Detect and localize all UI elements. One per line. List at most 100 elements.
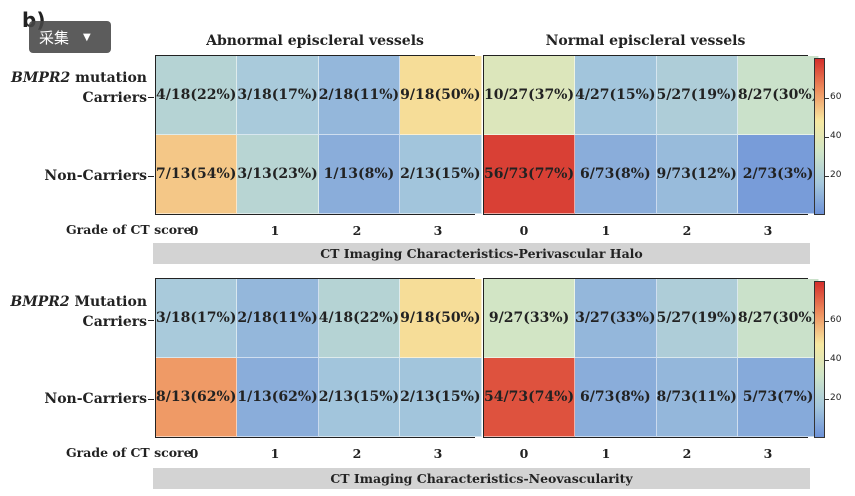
cell-fraction: 2/18: [318, 86, 354, 103]
cell-percent: (11%): [271, 309, 318, 326]
row-label-non-carriers: Non-Carriers: [44, 391, 147, 407]
x-tick-1: 1: [270, 223, 280, 238]
cell-fraction: 56/73: [484, 165, 529, 182]
heatmap-cell: 2/13 (15%): [400, 358, 482, 437]
x-tick-1: 1: [601, 223, 611, 238]
cell-fraction: 9/27: [488, 309, 524, 326]
cell-fraction: 8/73: [656, 388, 691, 405]
cell-percent: (11%): [690, 388, 737, 405]
cell-fraction: 6/73: [580, 388, 615, 405]
cell-fraction: 3/18: [237, 86, 272, 103]
heatmap-cell: 2/13 (15%): [400, 135, 482, 214]
cell-percent: (30%): [772, 309, 819, 326]
cell-percent: (7%): [777, 388, 814, 405]
heatmap-cell: 8/73 (11%): [656, 358, 738, 437]
x-tick-1: 1: [601, 446, 611, 461]
cell-percent: (62%): [190, 388, 237, 405]
cell-percent: (62%): [271, 388, 318, 405]
cell-fraction: 9/18: [400, 309, 435, 326]
heatmap-cell: 3/18 (17%): [237, 56, 319, 135]
cell-percent: (15%): [434, 388, 481, 405]
heatmap-cell: 9/27 (33%): [484, 279, 576, 358]
cell-percent: (15%): [609, 86, 656, 103]
cell-percent: (37%): [528, 86, 575, 103]
cell-percent: (50%): [434, 86, 481, 103]
cell-percent: (23%): [271, 165, 318, 182]
cell-fraction: 5/73: [742, 388, 778, 405]
colorbar-tick-mark: [825, 360, 829, 361]
cell-fraction: 2/18: [237, 309, 272, 326]
chevron-down-icon: ▼: [83, 31, 91, 43]
colorbar-tick-mark: [825, 176, 829, 177]
cell-fraction: 2/13: [318, 388, 354, 405]
heatmap-cell: 10/27 (37%): [484, 56, 576, 135]
x-tick-3: 3: [433, 223, 443, 238]
cell-percent: (22%): [353, 309, 400, 326]
x-tick-2: 2: [352, 223, 362, 238]
cell-percent: (11%): [353, 86, 400, 103]
row-label-carriers: BMPR2 Mutation Carriers: [10, 294, 147, 330]
cell-fraction: 1/13: [323, 165, 358, 182]
colorbar-tick-mark: [825, 137, 829, 138]
colorbar-tick-mark: [825, 321, 829, 322]
heatmap-cell: 1/13 (8%): [318, 135, 401, 214]
x-tick-0: 0: [189, 223, 199, 238]
cell-fraction: 5/27: [656, 86, 691, 103]
colorbar-tick-60: 60: [830, 315, 842, 325]
heatmap-cell: 9/73 (12%): [656, 135, 738, 214]
heatmap-cell: 8/27 (30%): [737, 279, 820, 358]
heatmap-cell: 6/73 (8%): [575, 358, 657, 437]
heatmap-cell: 1/13 (62%): [237, 358, 319, 437]
heatmap-grid-abnormal: 3/18 (17%) 2/18 (11%) 4/18 (22%) 9/18 (50%) 8/13…: [155, 278, 482, 438]
cell-percent: (15%): [353, 388, 400, 405]
row-label-carriers: BMPR2 mutation Carriers: [11, 70, 147, 106]
cell-percent: (12%): [690, 165, 737, 182]
cell-fraction: 8/27: [737, 309, 773, 326]
heatmap-grid-abnormal: 4/18 (22%) 3/18 (17%) 2/18 (11%) 9/18 (50%) 7/13…: [155, 55, 482, 215]
y-tick-non-carriers: [148, 399, 154, 400]
chart-caption: CT Imaging Characteristics-Perivascular …: [153, 243, 810, 264]
heatmap-cell: 54/73 (74%): [484, 358, 576, 437]
heatmap-cell: 4/18 (22%): [156, 56, 238, 135]
colorbar-tick-20: 20: [830, 170, 842, 180]
cell-percent: (33%): [609, 309, 656, 326]
heatmap-cell: 2/73 (3%): [737, 135, 820, 214]
cell-percent: (8%): [614, 388, 651, 405]
cell-percent: (77%): [528, 165, 575, 182]
x-axis-title: Grade of CT score: [66, 222, 192, 237]
group-title-normal: Normal episcleral vessels: [545, 33, 746, 49]
collect-button[interactable]: 采集 ▼: [29, 21, 111, 53]
colorbar-tick-mark: [825, 98, 829, 99]
collect-label: 采集: [39, 28, 70, 47]
cell-percent: (22%): [190, 86, 237, 103]
colorbar: [814, 58, 825, 215]
cell-percent: (17%): [190, 309, 237, 326]
x-tick-3: 3: [763, 446, 773, 461]
y-tick-carriers: [148, 97, 154, 98]
heatmap-cell: 5/27 (19%): [656, 56, 738, 135]
cell-fraction: 2/73: [742, 165, 778, 182]
cell-fraction: 2/13: [400, 388, 435, 405]
heatmap-cell: 9/18 (50%): [400, 279, 482, 358]
x-axis-title: Grade of CT score: [66, 445, 192, 460]
y-tick-non-carriers: [148, 176, 154, 177]
chart-caption: CT Imaging Characteristics-Neovascularit…: [153, 468, 810, 489]
colorbar-tick-40: 40: [830, 131, 842, 141]
heatmap-cell: 3/27 (33%): [575, 279, 657, 358]
x-tick-3: 3: [433, 446, 443, 461]
cell-percent: (50%): [434, 309, 481, 326]
colorbar: [814, 281, 825, 438]
cell-fraction: 6/73: [580, 165, 615, 182]
cell-percent: (8%): [614, 165, 651, 182]
cell-fraction: 7/13: [156, 165, 191, 182]
heatmap-cell: 8/13 (62%): [156, 358, 238, 437]
x-tick-0: 0: [189, 446, 199, 461]
cell-fraction: 5/27: [656, 309, 691, 326]
cell-percent: (19%): [690, 86, 737, 103]
cell-fraction: 1/13: [237, 388, 272, 405]
x-tick-0: 0: [519, 446, 529, 461]
x-tick-3: 3: [763, 223, 773, 238]
colorbar-tick-20: 20: [830, 393, 842, 403]
heatmap-cell: 2/18 (11%): [237, 279, 319, 358]
cell-percent: (17%): [271, 86, 318, 103]
